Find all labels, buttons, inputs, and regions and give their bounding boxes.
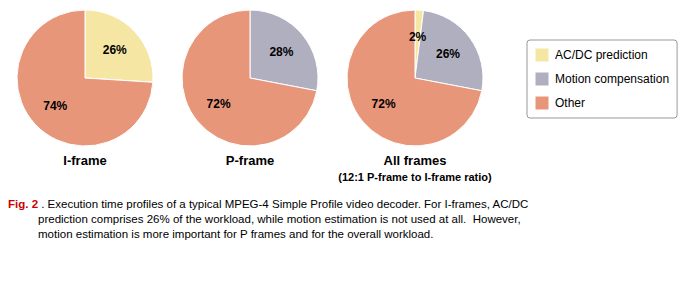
legend-frame: [527, 40, 677, 118]
data-label: 2%: [409, 30, 427, 44]
data-label: 72%: [207, 97, 231, 111]
pie-title: P-frame: [226, 153, 274, 168]
legend-label: AC/DC prediction: [555, 48, 648, 62]
legend-swatch: [535, 72, 549, 86]
data-label: 72%: [372, 97, 396, 111]
pie-subtitle: (12:1 P-frame to I-frame ratio): [338, 171, 492, 183]
legend-swatch: [535, 96, 549, 110]
pie-slice: Other: [182, 10, 317, 146]
pie: AC/DC predictionMotion compensationOther…: [182, 10, 318, 168]
data-label: 74%: [43, 99, 67, 113]
legend-swatch: [535, 48, 549, 62]
data-label: 28%: [269, 45, 293, 59]
legend-item: Motion compensation: [535, 72, 669, 86]
slices: AC/DC predictionMotion compensationOther: [347, 10, 483, 146]
pie-slice: Other: [347, 10, 482, 146]
data-label: 26%: [103, 43, 127, 57]
data-label: 26%: [436, 47, 460, 61]
pie-slice: Motion compensation: [250, 10, 318, 91]
pie-title: All frames: [384, 153, 447, 168]
caption-line: . Execution time profiles of a typical M…: [38, 198, 528, 210]
legend: AC/DC prediction Motion compensation Other: [527, 40, 677, 118]
pie: AC/DC predictionMotion compensationOther…: [338, 10, 492, 183]
pie-slice: Motion compensation: [415, 11, 483, 91]
slices: AC/DC predictionMotion compensationOther: [182, 10, 318, 146]
caption-label: Fig. 2: [8, 198, 38, 210]
pie-slice: Other: [17, 10, 153, 146]
caption-line: prediction comprises 26% of the workload…: [38, 213, 521, 225]
caption-text: . Execution time profiles of a typical M…: [38, 198, 528, 240]
chart: AC/DC predictionMotion compensationOther…: [0, 0, 700, 291]
legend-item: Other: [535, 96, 585, 110]
legend-label: Motion compensation: [555, 72, 669, 86]
legend-label: Other: [555, 96, 585, 110]
pie: AC/DC predictionMotion compensationOther…: [17, 10, 153, 168]
slices: AC/DC predictionMotion compensationOther: [17, 10, 153, 146]
caption-line: motion estimation is more important for …: [38, 228, 433, 240]
legend-item: AC/DC prediction: [535, 48, 648, 62]
pie-title: I-frame: [63, 153, 106, 168]
pie-slice: AC/DC prediction: [85, 10, 153, 82]
